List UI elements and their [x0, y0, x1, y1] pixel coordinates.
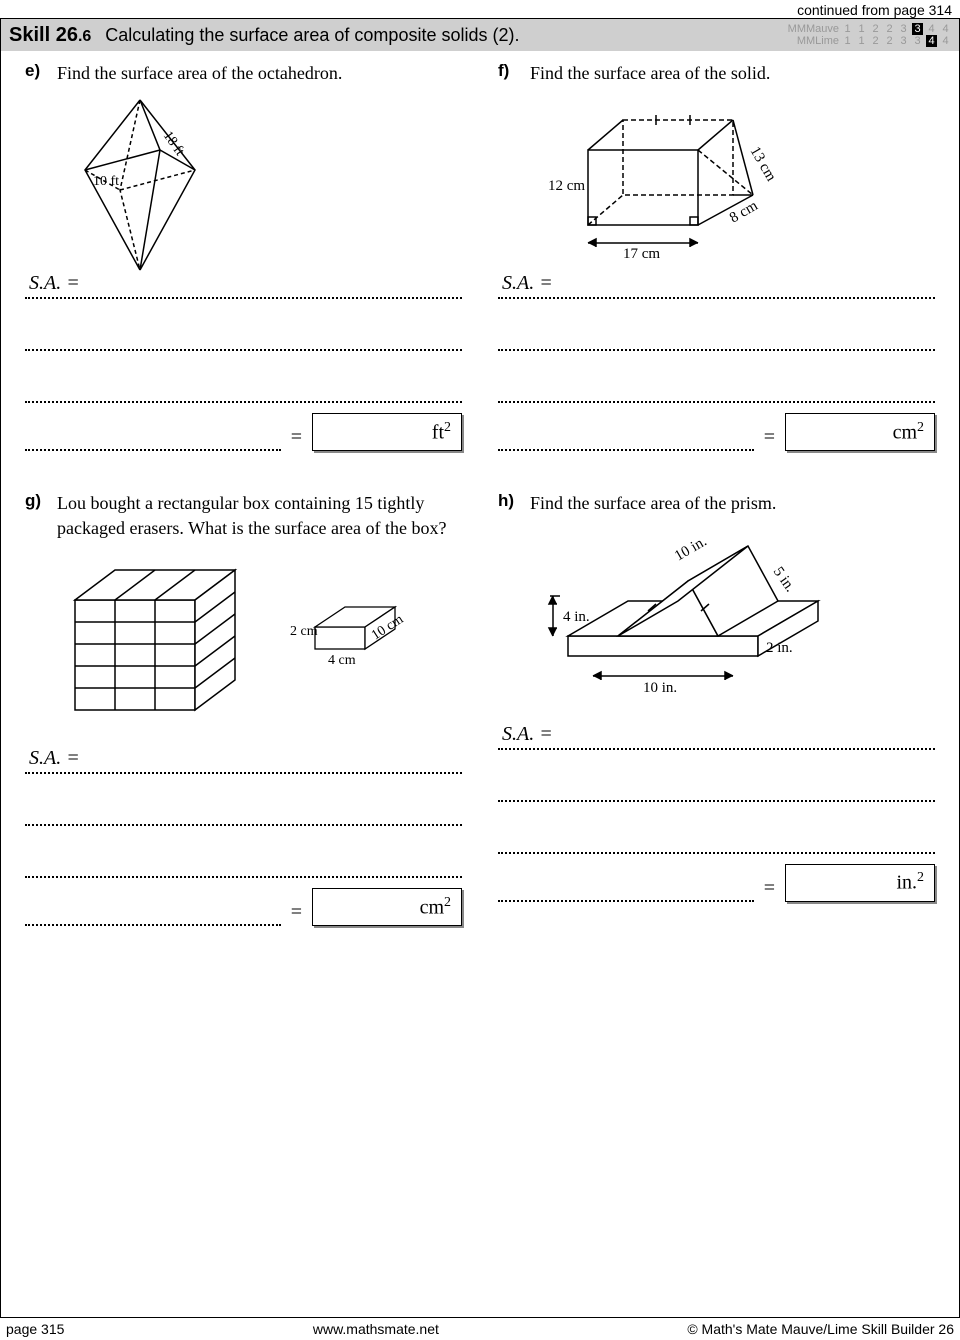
- label-base-right: 8 cm: [727, 198, 761, 227]
- footer-right: © Math's Mate Mauve/Lime Skill Builder 2…: [687, 1321, 954, 1337]
- answer-box[interactable]: cm2: [312, 888, 462, 926]
- label-thick: 2 in.: [766, 640, 793, 656]
- footer-center: www.mathsmate.net: [313, 1321, 439, 1337]
- code-row2-label: MMLime: [797, 35, 839, 47]
- label-slant: 13 cm: [747, 144, 780, 184]
- problem-prompt: Find the surface area of the solid.: [530, 61, 770, 85]
- code-cell-highlight: 4: [926, 35, 937, 47]
- label-bottom: 10 in.: [643, 680, 677, 696]
- continued-from: continued from page 314: [0, 0, 960, 18]
- code-cell-highlight: 3: [912, 23, 923, 35]
- label-h: 2 cm: [290, 624, 318, 639]
- code-cell: 3: [898, 23, 909, 35]
- code-cell: 3: [898, 35, 909, 47]
- code-cell: 2: [884, 23, 895, 35]
- problem-prompt: Find the surface area of the octahedron.: [57, 61, 342, 85]
- answer-box[interactable]: ft2: [312, 413, 462, 451]
- code-cell: 1: [856, 35, 867, 47]
- skill-number: Skill 26.6: [9, 24, 91, 47]
- code-cell: 1: [856, 23, 867, 35]
- unit: cm: [893, 422, 917, 444]
- sa-label: S.A. =: [25, 272, 80, 297]
- sa-label: S.A. =: [498, 723, 553, 748]
- equals-sign: =: [764, 877, 775, 902]
- sa-label: S.A. =: [498, 272, 553, 297]
- unit: cm: [420, 896, 444, 918]
- work-area: S.A. = = cm2: [498, 275, 935, 451]
- footer-left: page 315: [6, 1321, 64, 1337]
- answer-box[interactable]: in.2: [785, 864, 935, 902]
- problem-letter: g): [25, 491, 47, 511]
- problem-f: f) Find the surface area of the solid.: [498, 61, 935, 451]
- label-slant2: 5 in.: [770, 564, 798, 595]
- figure-erasers: 2 cm 4 cm 10 cm: [55, 550, 462, 740]
- label-bottom: 17 cm: [623, 246, 660, 262]
- work-area: S.A. = = in.2: [498, 726, 935, 902]
- work-area: S.A. = = ft2: [25, 275, 462, 451]
- figure-solid: 12 cm 17 cm 13 cm 8 cm: [528, 95, 935, 265]
- sa-label: S.A. =: [25, 747, 80, 772]
- label-slant1: 10 in.: [672, 533, 710, 564]
- unit: in.: [896, 872, 917, 894]
- page-footer: page 315 www.mathsmate.net © Math's Mate…: [0, 1318, 960, 1340]
- answer-box[interactable]: cm2: [785, 413, 935, 451]
- equals-sign: =: [764, 426, 775, 451]
- code-cell: 1: [842, 35, 853, 47]
- code-cell: 3: [912, 35, 923, 47]
- code-cell: 2: [870, 23, 881, 35]
- unit-exp: 2: [444, 895, 451, 910]
- label-w: 4 cm: [328, 653, 356, 668]
- unit-exp: 2: [917, 870, 924, 885]
- skill-title: Calculating the surface area of composit…: [105, 25, 519, 46]
- page-frame: Skill 26.6 Calculating the surface area …: [0, 18, 960, 1318]
- problem-letter: h): [498, 491, 520, 511]
- code-row1-label: MMMauve: [788, 23, 839, 35]
- code-cell: 2: [870, 35, 881, 47]
- problem-letter: e): [25, 61, 47, 81]
- work-area: S.A. = = cm2: [25, 750, 462, 926]
- problem-letter: f): [498, 61, 520, 81]
- code-cell: 4: [940, 35, 951, 47]
- label-left: 4 in.: [563, 609, 590, 625]
- code-cell: 4: [926, 23, 937, 35]
- code-cell: 2: [884, 35, 895, 47]
- equals-sign: =: [291, 426, 302, 451]
- label-base: 10 ft: [93, 174, 119, 189]
- label-left: 12 cm: [548, 178, 585, 194]
- equals-sign: =: [291, 901, 302, 926]
- skill-sub: .6: [78, 28, 91, 45]
- problem-e: e) Find the surface area of the octahedr…: [25, 61, 462, 451]
- code-cell: 4: [940, 23, 951, 35]
- problem-h: h) Find the surface area of the prism.: [498, 491, 935, 926]
- unit-exp: 2: [444, 420, 451, 435]
- figure-octahedron: 18 ft 10 ft: [55, 95, 462, 265]
- problem-g: g) Lou bought a rectangular box containi…: [25, 491, 462, 926]
- skill-header: Skill 26.6 Calculating the surface area …: [1, 19, 959, 51]
- unit-exp: 2: [917, 420, 924, 435]
- problem-prompt: Lou bought a rectangular box containing …: [57, 491, 462, 540]
- code-cell: 1: [842, 23, 853, 35]
- figure-prism: 4 in. 10 in. 5 in. 2 in. 10 in.: [528, 526, 935, 716]
- unit: ft: [432, 422, 444, 444]
- reference-codes: MMMauve 1 1 2 2 3 3 4 4 MMLime 1 1 2 2 3…: [788, 23, 951, 47]
- problem-prompt: Find the surface area of the prism.: [530, 491, 776, 515]
- skill-prefix: Skill 26: [9, 24, 78, 46]
